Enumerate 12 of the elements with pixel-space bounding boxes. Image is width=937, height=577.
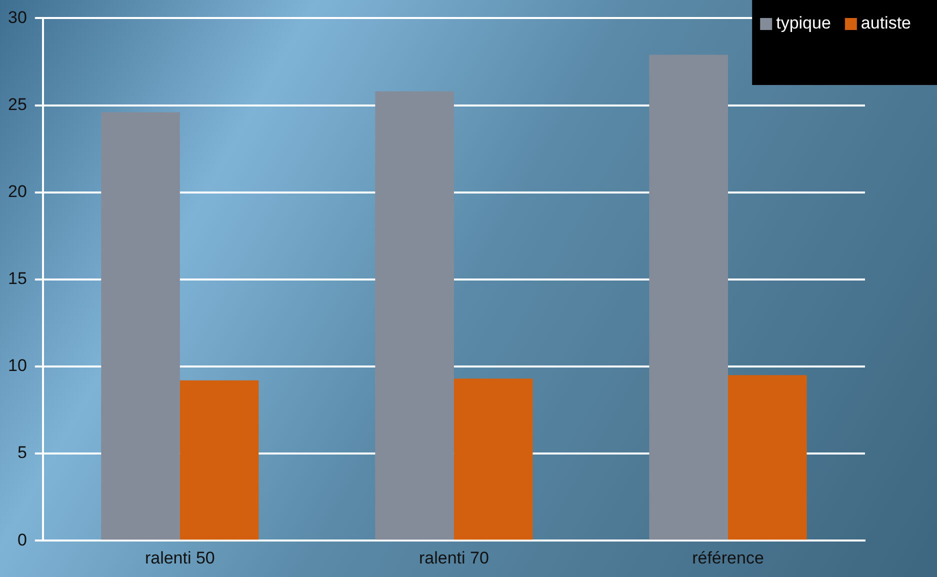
y-tick-label: 20 xyxy=(8,182,27,202)
y-tick-label: 5 xyxy=(17,443,27,462)
y-tick-label: 0 xyxy=(17,530,27,550)
y-tick-label: 30 xyxy=(8,8,27,27)
y-tick-label: 15 xyxy=(8,269,27,288)
legend-label: autiste xyxy=(860,14,912,33)
x-tick-label: ralenti 70 xyxy=(418,548,489,568)
legend-label: typique xyxy=(776,14,831,33)
x-tick-label: référence xyxy=(692,548,764,568)
y-tick-label: 25 xyxy=(8,94,27,114)
y-tick-label: 10 xyxy=(8,356,27,376)
x-tick-label: ralenti 50 xyxy=(144,548,215,568)
